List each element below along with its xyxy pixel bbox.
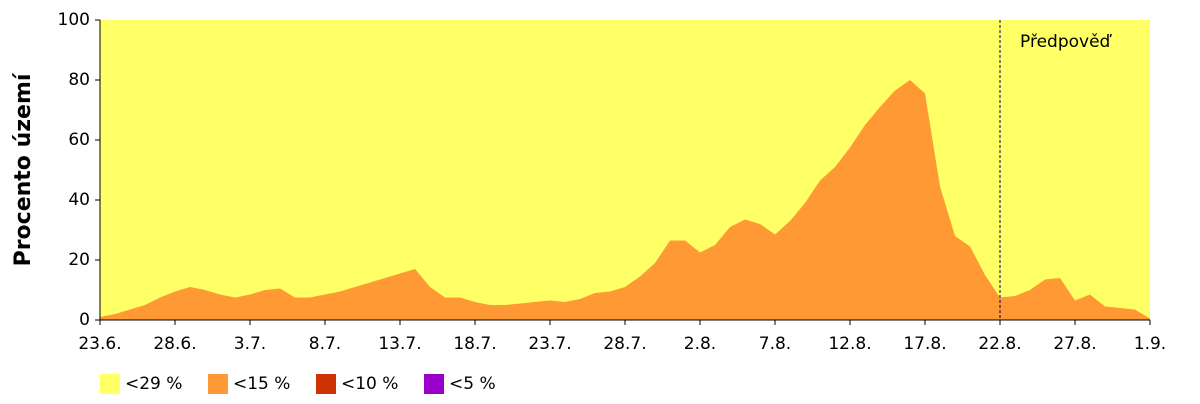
x-tick-label: 22.8. (978, 334, 1021, 354)
annotation: Předpověď (1020, 32, 1113, 52)
y-tick-label: 100 (58, 10, 90, 30)
legend-swatch (208, 374, 228, 394)
legend-swatch (316, 374, 336, 394)
y-tick-label: 20 (68, 250, 90, 270)
y-tick-label: 60 (68, 130, 90, 150)
x-tick-label: 23.7. (528, 334, 571, 354)
x-tick-label: 3.7. (234, 334, 266, 354)
x-tick-label: 18.7. (453, 334, 496, 354)
x-tick-label: 1.9. (1134, 334, 1166, 354)
area (100, 20, 1150, 320)
x-tick-label: 13.7. (378, 334, 421, 354)
legend-swatch (100, 374, 120, 394)
y-tick-label: 0 (79, 310, 90, 330)
y-tick-label: 80 (68, 70, 90, 90)
x-tick-label: 23.6. (78, 334, 121, 354)
legend-label: <5 % (449, 374, 496, 394)
x-tick-label: 28.7. (603, 334, 646, 354)
x-tick-label: 8.7. (309, 334, 341, 354)
legend-label: <15 % (233, 374, 290, 394)
x-tick-label: 7.8. (759, 334, 791, 354)
x-tick-label: 27.8. (1053, 334, 1096, 354)
legend-swatch (424, 374, 444, 394)
x-tick-label: 17.8. (903, 334, 946, 354)
x-tick-label: 28.6. (153, 334, 196, 354)
legend-label: <10 % (341, 374, 398, 394)
x-tick-label: 2.8. (684, 334, 716, 354)
y-tick-label: 40 (68, 190, 90, 210)
y-axis-label: Procento území (11, 72, 36, 266)
area (100, 80, 1150, 320)
legend-label: <29 % (125, 374, 182, 394)
x-tick-label: 12.8. (828, 334, 871, 354)
